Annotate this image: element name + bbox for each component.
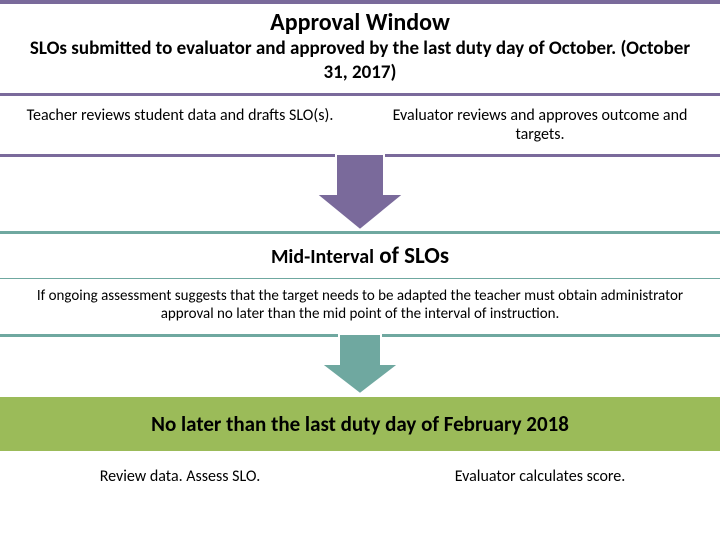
down-arrow-icon — [316, 154, 404, 235]
section2-title-b: of SLOs — [374, 242, 449, 270]
section2-body: If ongoing assessment suggests that the … — [0, 279, 720, 338]
section1-left: Teacher reviews student data and drafts … — [0, 93, 360, 157]
section2-header: Mid-Interval of SLOs — [0, 231, 720, 279]
diagram-container: Approval Window SLOs submitted to evalua… — [0, 0, 720, 540]
section2-title-a: Mid-Interval — [271, 245, 374, 269]
section3-left: Review data. Assess SLO. — [0, 451, 360, 502]
arrow2-zone — [0, 337, 720, 397]
section1-right: Evaluator reviews and approves outcome a… — [360, 93, 720, 157]
section3-right: Evaluator calculates score. — [360, 451, 720, 502]
arrow1-zone — [0, 157, 720, 231]
section1-header: Approval Window SLOs submitted to evalua… — [0, 0, 720, 93]
down-arrow-icon — [321, 334, 399, 399]
section3-header: No later than the last duty day of Febru… — [0, 397, 720, 451]
section1-columns: Teacher reviews student data and drafts … — [0, 93, 720, 157]
section1-subtitle: SLOs submitted to evaluator and approved… — [20, 37, 700, 85]
section3-columns: Review data. Assess SLO. Evaluator calcu… — [0, 451, 720, 502]
section1-title: Approval Window — [20, 8, 700, 37]
